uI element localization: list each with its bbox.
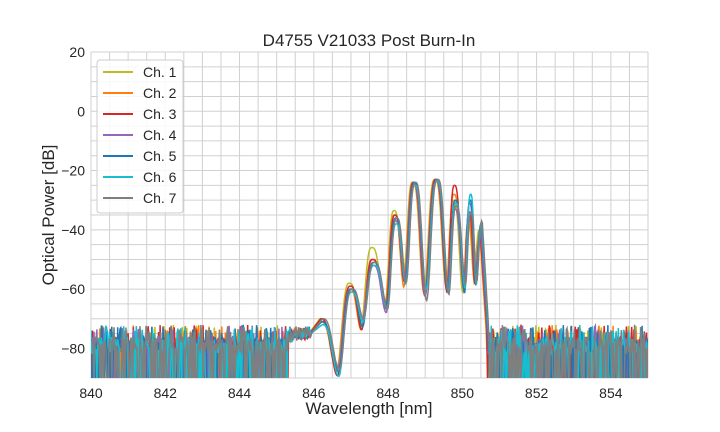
legend-label: Ch. 4 (143, 127, 177, 143)
legend-label: Ch. 7 (143, 190, 177, 206)
x-axis-label: Wavelength [nm] (306, 399, 433, 418)
legend-box (96, 59, 184, 214)
x-tick-label: 850 (451, 385, 475, 401)
y-axis-label: Optical Power [dB] (39, 145, 58, 286)
y-tick-label: 20 (69, 44, 85, 60)
x-tick-label: 840 (79, 385, 103, 401)
tick-labels: 840 842 844 846 848 850 852 854 20 0 −20 −40 −60 −80 (61, 44, 623, 401)
y-tick-label: −80 (61, 340, 85, 356)
legend: Ch. 1 Ch. 2 Ch. 3 Ch. 4 Ch. 5 Ch. 6 Ch. 7 (96, 59, 184, 214)
x-tick-label: 852 (525, 385, 549, 401)
legend-label: Ch. 5 (143, 148, 177, 164)
x-tick-label: 846 (302, 385, 326, 401)
legend-label: Ch. 6 (143, 169, 177, 185)
x-tick-label: 844 (228, 385, 252, 401)
grid (90, 51, 649, 379)
y-tick-label: −20 (61, 163, 85, 179)
y-tick-label: −40 (61, 222, 85, 238)
legend-label: Ch. 2 (143, 85, 177, 101)
x-tick-label: 854 (599, 385, 623, 401)
legend-label: Ch. 3 (143, 106, 177, 122)
legend-label: Ch. 1 (143, 64, 177, 80)
series-lines (91, 178, 648, 378)
chart-title: D4755 V21033 Post Burn-In (263, 31, 476, 50)
series-line-ch7 (91, 178, 648, 378)
y-tick-label: 0 (77, 103, 85, 119)
x-tick-label: 842 (154, 385, 178, 401)
y-tick-label: −60 (61, 281, 85, 297)
x-tick-label: 848 (376, 385, 400, 401)
